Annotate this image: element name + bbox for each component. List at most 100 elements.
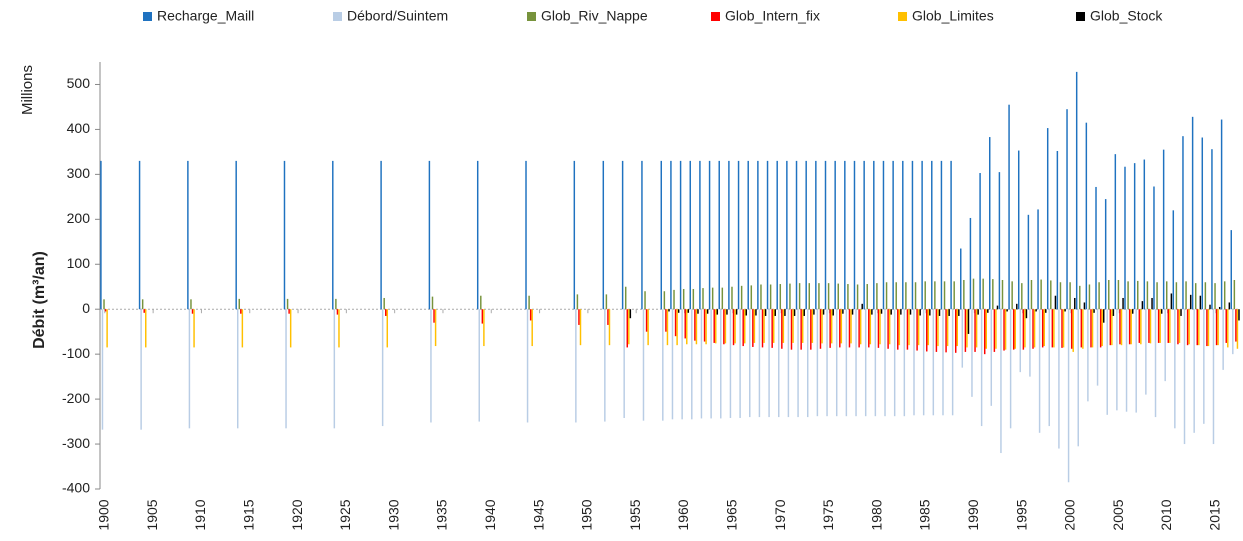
- bar: [1095, 186, 1097, 310]
- bar: [824, 160, 827, 310]
- bar: [1172, 210, 1175, 310]
- bar: [666, 309, 669, 346]
- bar: [191, 309, 194, 314]
- bar: [1183, 309, 1186, 445]
- bar: [1025, 309, 1028, 319]
- bar: [578, 309, 580, 325]
- bar: [1135, 309, 1137, 413]
- bar: [931, 160, 933, 310]
- bar: [641, 160, 643, 310]
- bar: [864, 309, 867, 417]
- bar: [798, 283, 801, 310]
- bar: [1178, 309, 1181, 343]
- bar: [605, 294, 608, 310]
- bar: [974, 309, 976, 352]
- bar: [1070, 309, 1073, 349]
- bar: [745, 309, 748, 316]
- bar: [723, 309, 725, 345]
- bar: [906, 309, 909, 350]
- bar: [285, 309, 287, 429]
- legend-label: Glob_Stock: [1090, 8, 1163, 24]
- bar: [813, 309, 815, 315]
- bar: [747, 160, 749, 310]
- bar: [816, 309, 819, 417]
- bar: [193, 309, 195, 348]
- bar: [529, 309, 532, 321]
- bar: [1030, 279, 1033, 310]
- bar: [1090, 309, 1092, 348]
- bar: [1009, 309, 1012, 429]
- bar: [1194, 283, 1197, 310]
- bar: [890, 309, 892, 315]
- bar: [774, 309, 777, 316]
- bar: [1093, 309, 1095, 313]
- bar: [805, 160, 807, 310]
- bar: [1230, 230, 1233, 310]
- x-tick-label: 1930: [385, 499, 401, 530]
- x-tick-label: 2015: [1207, 499, 1223, 530]
- bar: [935, 309, 938, 352]
- bar: [1082, 309, 1084, 349]
- bar: [942, 309, 944, 416]
- y-tick-label: 400: [67, 120, 91, 136]
- bar: [1193, 309, 1195, 433]
- bar: [1214, 283, 1216, 310]
- bar: [1062, 309, 1065, 348]
- bar: [789, 283, 791, 310]
- bar: [919, 309, 921, 316]
- bar: [480, 295, 482, 310]
- bar: [1106, 309, 1108, 415]
- bar: [240, 309, 242, 314]
- bar: [1059, 282, 1062, 310]
- bar: [705, 309, 707, 345]
- bar: [528, 295, 530, 310]
- bar: [1048, 309, 1050, 427]
- bar: [1186, 309, 1189, 346]
- bar: [1151, 297, 1153, 310]
- bar: [1175, 282, 1178, 310]
- bar: [626, 309, 628, 348]
- bar: [1045, 309, 1047, 313]
- bar: [793, 309, 796, 316]
- bar: [873, 160, 875, 310]
- bar: [998, 172, 1001, 310]
- bar: [187, 160, 189, 310]
- bar: [866, 284, 868, 310]
- bar: [909, 309, 912, 315]
- x-tick-label: 1920: [289, 499, 305, 530]
- bar: [1103, 309, 1105, 323]
- bar: [607, 309, 609, 325]
- bar: [1164, 309, 1166, 382]
- bar: [782, 309, 785, 343]
- bar: [726, 309, 728, 315]
- bar: [289, 309, 292, 348]
- bar: [1165, 281, 1168, 310]
- y-tick-label: 100: [67, 255, 91, 271]
- bar: [283, 160, 286, 310]
- bar: [1131, 309, 1134, 314]
- bar: [699, 160, 701, 310]
- legend-swatch: [527, 12, 536, 21]
- bar: [190, 299, 192, 310]
- bar: [106, 309, 108, 348]
- bar: [697, 309, 699, 314]
- bar: [781, 309, 783, 349]
- bar: [608, 309, 611, 346]
- bar: [1069, 282, 1071, 310]
- bar: [778, 309, 780, 418]
- bar: [958, 309, 960, 316]
- bar: [1236, 309, 1239, 349]
- bar: [1143, 159, 1146, 310]
- bar: [1108, 279, 1110, 310]
- bar: [837, 283, 839, 310]
- bar: [531, 309, 533, 347]
- bar: [908, 309, 910, 346]
- bar: [576, 294, 579, 310]
- bar: [689, 160, 691, 310]
- bar: [145, 309, 147, 348]
- x-tick-label: 1925: [337, 499, 353, 530]
- x-tick-label: 1985: [917, 499, 933, 530]
- legend-label: Glob_Limites: [912, 8, 994, 24]
- bar: [1054, 295, 1057, 310]
- bar: [1046, 128, 1049, 310]
